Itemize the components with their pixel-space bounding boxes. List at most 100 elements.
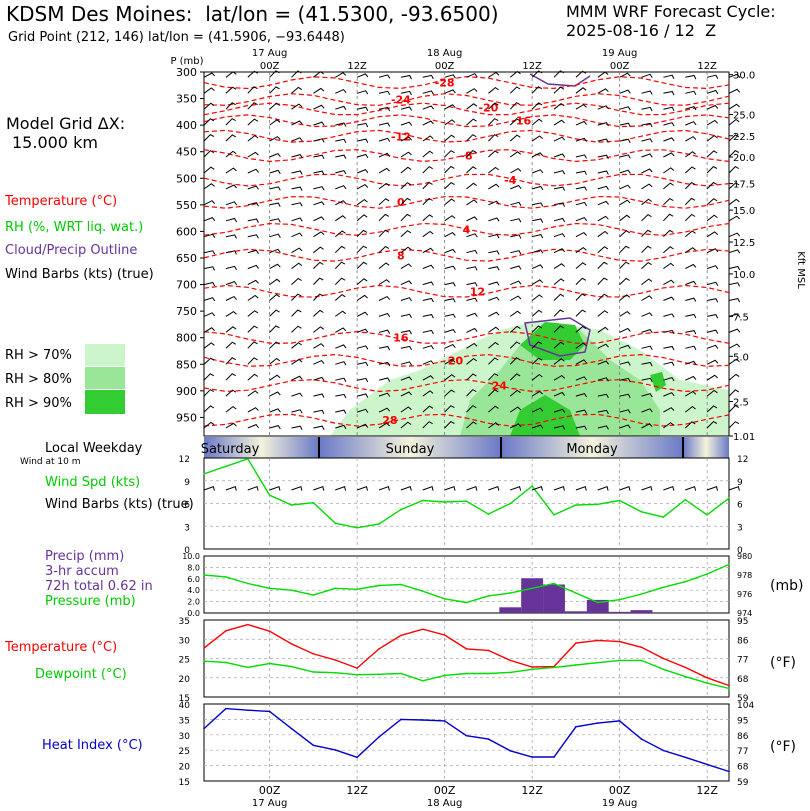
- data-point: [443, 634, 446, 636]
- wind-barb: [575, 277, 587, 285]
- wind-barb: [291, 277, 302, 285]
- wind-barb: [619, 409, 631, 414]
- wind-barb: [225, 134, 237, 142]
- wind-barb: [247, 325, 258, 333]
- wind-barb: [466, 357, 477, 365]
- rh80-label: RH > 80%: [5, 372, 72, 387]
- data-point: [246, 582, 249, 585]
- wind-barb: [531, 118, 543, 126]
- wind-barb: [597, 88, 609, 94]
- wind-barb: [619, 344, 631, 349]
- surface-wind-barb: [269, 485, 281, 491]
- wind-barb: [269, 278, 281, 286]
- heat-f-tick-label: 68: [737, 763, 749, 773]
- wind-barb: [313, 425, 325, 430]
- wind-barb: [247, 102, 258, 110]
- wind-barb: [597, 409, 609, 415]
- wind-barb: [685, 74, 697, 80]
- wind-barb: [685, 345, 697, 350]
- wind-barb: [269, 374, 281, 381]
- heat-tick-label: 25: [179, 747, 190, 757]
- wind-barb: [663, 361, 675, 366]
- wind-barb: [356, 229, 368, 238]
- wind-barb: [531, 407, 544, 413]
- wind-barb: [728, 134, 740, 142]
- wind-barb: [510, 423, 522, 429]
- wind-barb: [706, 74, 719, 79]
- wind-barb: [313, 201, 325, 206]
- data-point: [487, 649, 490, 652]
- wind-barb: [663, 167, 675, 174]
- wind-barb: [488, 86, 499, 94]
- legend-temperature: Temperature (°C): [5, 194, 118, 209]
- wind-barb: [531, 169, 544, 174]
- model-cycle-line1: MMM WRF Forecast Cycle:: [566, 2, 776, 21]
- temp-f-tick-label: 95: [737, 617, 748, 627]
- wind-barb: [728, 373, 740, 381]
- wind-barb: [663, 197, 674, 206]
- wind-barb: [291, 186, 303, 191]
- wind-barb: [597, 343, 609, 349]
- wind-barb: [444, 165, 455, 174]
- wind-barb: [728, 182, 740, 190]
- data-point: [596, 722, 599, 724]
- wind-barb: [400, 182, 412, 190]
- wind-barb: [728, 198, 740, 206]
- wind-barb: [335, 361, 347, 366]
- wind-barb: [203, 405, 215, 413]
- wind-barb: [444, 343, 456, 349]
- wind-barb: [400, 391, 412, 397]
- wind-barb: [575, 137, 588, 142]
- wind-barb: [203, 233, 216, 238]
- wind-barb: [663, 422, 675, 429]
- wind-barb: [510, 201, 522, 206]
- precip-tick-label: 2.0: [187, 598, 200, 607]
- data-point: [618, 720, 621, 722]
- precip-bar: [499, 607, 522, 613]
- data-point: [596, 503, 599, 506]
- wind-barb: [488, 183, 500, 190]
- heat-tick-label: 20: [179, 763, 191, 773]
- wind-barb: [685, 313, 697, 319]
- heat-index-line: [203, 707, 730, 773]
- wind-barb: [728, 232, 741, 238]
- wind-barb: [313, 138, 325, 143]
- temp-f-tick-label: 77: [737, 656, 748, 666]
- wind-tick-label-right: 0: [737, 546, 743, 556]
- wind-barb: [663, 90, 675, 96]
- wind-barb: [488, 134, 499, 142]
- precip-bar: [543, 584, 565, 613]
- data-point: [487, 738, 490, 740]
- wind-barb: [663, 407, 675, 413]
- data-point: [465, 648, 468, 650]
- data-point: [443, 597, 446, 600]
- wind-barb: [378, 213, 390, 222]
- isotherm-label: -16: [511, 114, 531, 127]
- data-point: [706, 514, 708, 516]
- wind-barb: [203, 118, 215, 126]
- wind-barb: [663, 246, 674, 254]
- wind-barb: [291, 342, 302, 349]
- wind-barb: [247, 185, 259, 190]
- wind-barb: [466, 327, 478, 333]
- surface-wind-barb: [466, 485, 478, 491]
- wind-barb: [663, 74, 675, 79]
- surface-wind-barb: [356, 485, 368, 491]
- wind-tick-label: 3: [184, 523, 190, 533]
- precip-tick-label: 4.0: [187, 586, 200, 595]
- data-point: [225, 661, 227, 664]
- wind-barb: [706, 248, 719, 254]
- data-point: [662, 749, 665, 752]
- isotherm-line: [203, 93, 730, 106]
- wind-barb: [444, 358, 456, 365]
- wind-barb: [619, 169, 631, 174]
- data-point: [290, 504, 293, 506]
- data-point: [531, 485, 533, 487]
- wind-barb: [357, 122, 369, 128]
- wind-barb: [510, 218, 522, 223]
- data-point: [684, 498, 687, 501]
- data-point: [356, 588, 358, 591]
- wind-barb: [400, 213, 411, 222]
- wind-barb: [619, 245, 630, 254]
- isotherm-line: [203, 173, 730, 187]
